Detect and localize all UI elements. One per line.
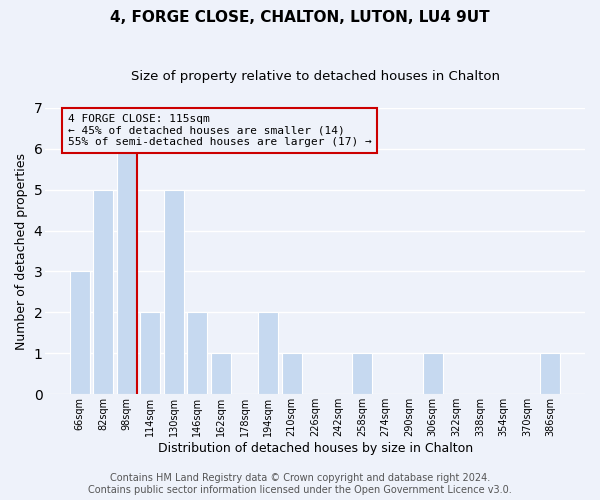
Bar bbox=[258, 312, 278, 394]
Bar bbox=[93, 190, 113, 394]
Bar bbox=[187, 312, 208, 394]
Bar bbox=[117, 148, 137, 394]
Bar bbox=[70, 272, 90, 394]
Text: 4, FORGE CLOSE, CHALTON, LUTON, LU4 9UT: 4, FORGE CLOSE, CHALTON, LUTON, LU4 9UT bbox=[110, 10, 490, 25]
Bar bbox=[541, 354, 560, 395]
Bar bbox=[140, 312, 160, 394]
Bar bbox=[423, 354, 443, 395]
Title: Size of property relative to detached houses in Chalton: Size of property relative to detached ho… bbox=[131, 70, 500, 83]
Text: Contains HM Land Registry data © Crown copyright and database right 2024.
Contai: Contains HM Land Registry data © Crown c… bbox=[88, 474, 512, 495]
Text: 4 FORGE CLOSE: 115sqm
← 45% of detached houses are smaller (14)
55% of semi-deta: 4 FORGE CLOSE: 115sqm ← 45% of detached … bbox=[68, 114, 372, 147]
Bar bbox=[164, 190, 184, 394]
Y-axis label: Number of detached properties: Number of detached properties bbox=[15, 152, 28, 350]
Bar bbox=[352, 354, 372, 395]
Bar bbox=[281, 354, 302, 395]
Bar bbox=[211, 354, 231, 395]
X-axis label: Distribution of detached houses by size in Chalton: Distribution of detached houses by size … bbox=[158, 442, 473, 455]
